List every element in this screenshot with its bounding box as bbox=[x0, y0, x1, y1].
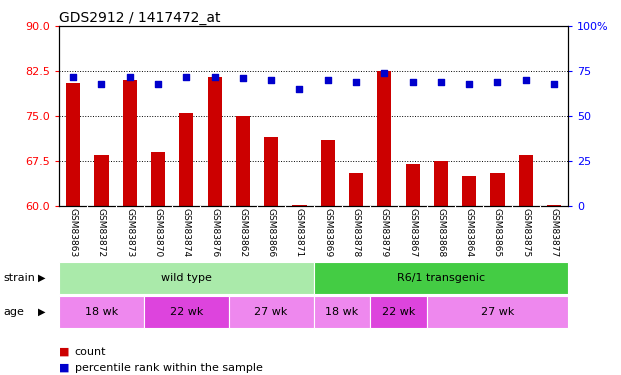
Point bbox=[125, 74, 135, 80]
Text: 27 wk: 27 wk bbox=[481, 307, 514, 317]
Bar bbox=[547, 205, 561, 206]
Bar bbox=[292, 205, 307, 206]
Bar bbox=[320, 140, 335, 206]
Point bbox=[238, 75, 248, 81]
Text: ■: ■ bbox=[59, 363, 70, 373]
Point bbox=[351, 79, 361, 85]
Text: GSM83865: GSM83865 bbox=[493, 208, 502, 257]
Text: 18 wk: 18 wk bbox=[325, 307, 358, 317]
Text: GSM83876: GSM83876 bbox=[210, 208, 219, 257]
Text: GSM83870: GSM83870 bbox=[153, 208, 163, 257]
Text: GSM83873: GSM83873 bbox=[125, 208, 134, 257]
Text: GDS2912 / 1417472_at: GDS2912 / 1417472_at bbox=[59, 11, 220, 25]
Bar bbox=[66, 83, 80, 206]
Bar bbox=[314, 296, 370, 328]
Text: GSM83879: GSM83879 bbox=[380, 208, 389, 257]
Point bbox=[153, 81, 163, 87]
Text: R6/1 transgenic: R6/1 transgenic bbox=[397, 273, 485, 283]
Text: 18 wk: 18 wk bbox=[85, 307, 118, 317]
Text: GSM83877: GSM83877 bbox=[550, 208, 558, 257]
Text: GSM83872: GSM83872 bbox=[97, 208, 106, 257]
Text: GSM83869: GSM83869 bbox=[324, 208, 332, 257]
Text: 22 wk: 22 wk bbox=[170, 307, 203, 317]
Bar bbox=[179, 113, 193, 206]
Text: GSM83867: GSM83867 bbox=[408, 208, 417, 257]
Text: GSM83871: GSM83871 bbox=[295, 208, 304, 257]
Point bbox=[181, 74, 191, 80]
Text: age: age bbox=[3, 307, 24, 317]
Text: ▶: ▶ bbox=[38, 273, 45, 283]
Bar bbox=[427, 296, 568, 328]
Bar bbox=[462, 176, 476, 206]
Bar bbox=[144, 296, 229, 328]
Bar bbox=[59, 296, 144, 328]
Text: GSM83862: GSM83862 bbox=[238, 208, 247, 257]
Point bbox=[379, 70, 389, 76]
Point bbox=[407, 79, 417, 85]
Text: GSM83863: GSM83863 bbox=[69, 208, 78, 257]
Bar bbox=[59, 262, 314, 294]
Point bbox=[323, 77, 333, 83]
Point bbox=[521, 77, 531, 83]
Text: GSM83874: GSM83874 bbox=[182, 208, 191, 257]
Bar bbox=[370, 296, 427, 328]
Text: ▶: ▶ bbox=[38, 307, 45, 317]
Text: 27 wk: 27 wk bbox=[255, 307, 288, 317]
Point bbox=[266, 77, 276, 83]
Text: ■: ■ bbox=[59, 347, 70, 357]
Bar bbox=[434, 161, 448, 206]
Bar bbox=[229, 296, 314, 328]
Text: GSM83868: GSM83868 bbox=[437, 208, 445, 257]
Text: GSM83878: GSM83878 bbox=[351, 208, 361, 257]
Point bbox=[549, 81, 559, 87]
Point bbox=[436, 79, 446, 85]
Text: count: count bbox=[75, 347, 106, 357]
Point bbox=[96, 81, 106, 87]
Point bbox=[294, 86, 304, 92]
Bar bbox=[264, 137, 278, 206]
Bar bbox=[378, 71, 391, 206]
Point bbox=[68, 74, 78, 80]
Text: GSM83866: GSM83866 bbox=[266, 208, 276, 257]
Bar bbox=[207, 77, 222, 206]
Point bbox=[465, 81, 474, 87]
Bar bbox=[349, 173, 363, 206]
Text: GSM83875: GSM83875 bbox=[521, 208, 530, 257]
Point bbox=[492, 79, 502, 85]
Bar bbox=[314, 262, 568, 294]
Point bbox=[210, 74, 220, 80]
Text: strain: strain bbox=[3, 273, 35, 283]
Text: GSM83864: GSM83864 bbox=[465, 208, 474, 257]
Text: 22 wk: 22 wk bbox=[382, 307, 415, 317]
Text: percentile rank within the sample: percentile rank within the sample bbox=[75, 363, 263, 373]
Bar bbox=[406, 164, 420, 206]
Bar bbox=[519, 155, 533, 206]
Bar bbox=[151, 152, 165, 206]
Bar bbox=[123, 80, 137, 206]
Bar bbox=[491, 173, 504, 206]
Bar bbox=[236, 116, 250, 206]
Bar bbox=[94, 155, 109, 206]
Text: wild type: wild type bbox=[161, 273, 212, 283]
